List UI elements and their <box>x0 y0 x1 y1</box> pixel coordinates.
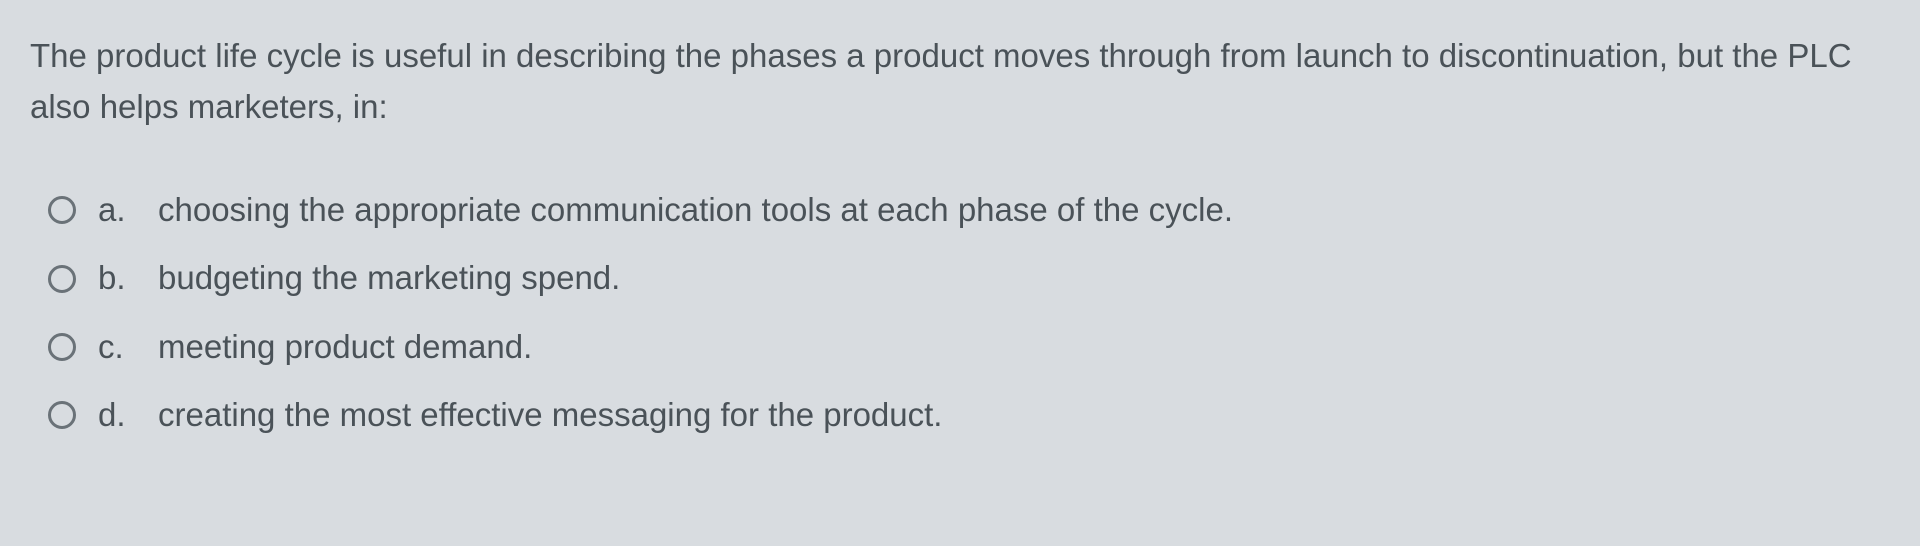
option-text-d: creating the most effective messaging fo… <box>158 392 1890 438</box>
radio-b[interactable] <box>48 265 76 293</box>
option-a[interactable]: a. choosing the appropriate communicatio… <box>48 187 1890 233</box>
option-text-a: choosing the appropriate communication t… <box>158 187 1890 233</box>
option-c[interactable]: c. meeting product demand. <box>48 324 1890 370</box>
option-letter-b: b. <box>98 255 148 301</box>
option-letter-a: a. <box>98 187 148 233</box>
option-d[interactable]: d. creating the most effective messaging… <box>48 392 1890 438</box>
options-list: a. choosing the appropriate communicatio… <box>30 187 1890 438</box>
option-letter-c: c. <box>98 324 148 370</box>
radio-d[interactable] <box>48 401 76 429</box>
radio-a[interactable] <box>48 196 76 224</box>
radio-c[interactable] <box>48 333 76 361</box>
option-letter-d: d. <box>98 392 148 438</box>
option-b[interactable]: b. budgeting the marketing spend. <box>48 255 1890 301</box>
option-text-c: meeting product demand. <box>158 324 1890 370</box>
question-text: The product life cycle is useful in desc… <box>30 30 1890 132</box>
option-text-b: budgeting the marketing spend. <box>158 255 1890 301</box>
